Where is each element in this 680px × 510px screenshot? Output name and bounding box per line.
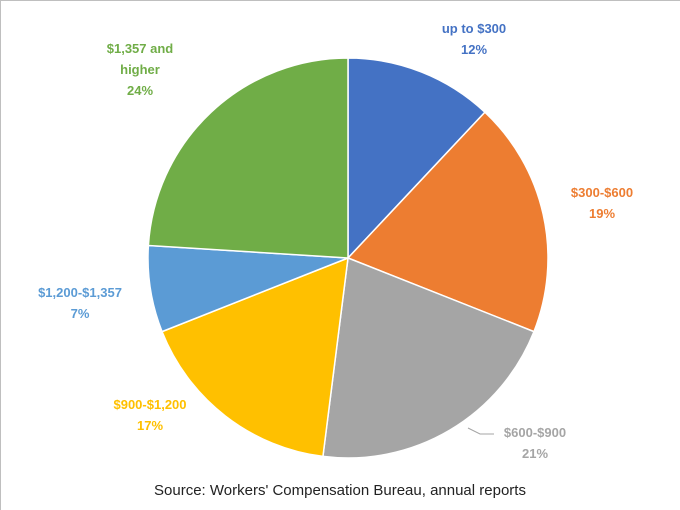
leader-line <box>467 427 494 435</box>
slice-value-label: 7% <box>70 306 90 321</box>
slice-value-label: 17% <box>136 418 164 433</box>
pie-slice <box>147 57 349 259</box>
source-note: Source: Workers' Compensation Bureau, an… <box>154 482 526 499</box>
slice-label: $1,357 and higher <box>106 41 174 77</box>
slice-value-label: 12% <box>460 42 488 57</box>
slice-value-label: 21% <box>521 446 549 461</box>
slice-label: $300-$600 <box>570 185 634 200</box>
pie-slice <box>161 256 349 458</box>
slice-value-label: 19% <box>588 206 616 221</box>
pie-slice <box>322 256 535 459</box>
pie-slice <box>347 57 486 260</box>
slice-label: $600-$900 <box>503 425 567 440</box>
slice-label: up to $300 <box>441 21 507 36</box>
slice-label: $900-$1,200 <box>113 397 187 412</box>
slice-value-label: 24% <box>126 83 154 98</box>
pie-slice <box>346 111 549 333</box>
slice-label: $1,200-$1,357 <box>38 285 122 300</box>
